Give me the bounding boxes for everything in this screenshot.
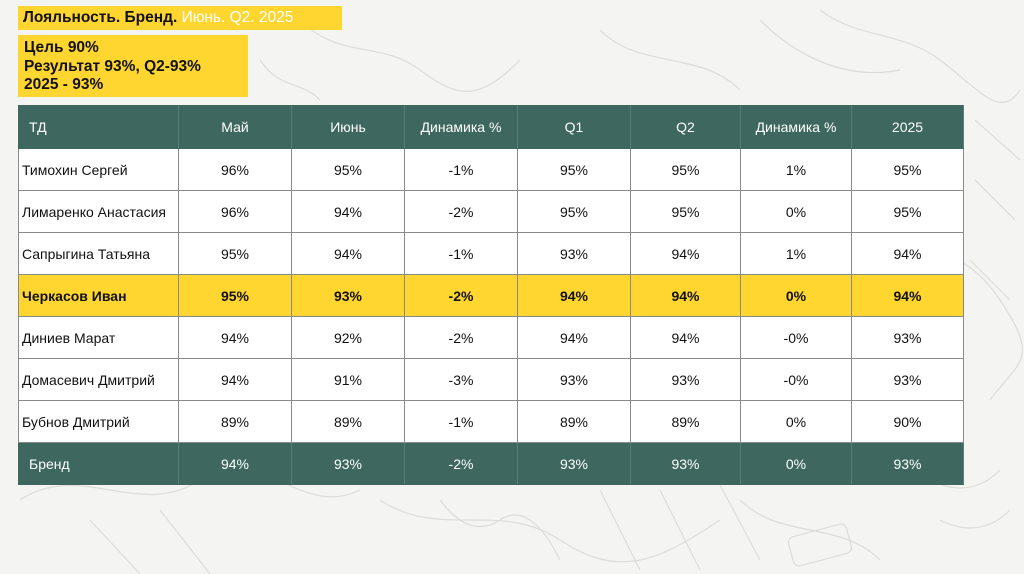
goal-summary-box: Цель 90% Результат 93%, Q2-93% 2025 - 93… [18, 35, 248, 97]
column-header: Динамика % [404, 105, 518, 149]
table-cell: 93% [517, 232, 631, 275]
table-cell: 1% [740, 232, 852, 275]
table-cell: 92% [291, 316, 405, 359]
table-total-row: Бренд 94% 93% -2% 93% 93% 0% 93% [18, 442, 964, 485]
table-cell: -2% [404, 316, 518, 359]
table-cell: -2% [404, 274, 518, 317]
column-header: Июнь [291, 105, 405, 149]
table-cell: -2% [404, 442, 518, 485]
table-cell: Лимаренко Анастасия [18, 190, 179, 233]
table-cell: 95% [517, 190, 631, 233]
table-cell: 0% [740, 400, 852, 443]
table-cell: 96% [178, 190, 292, 233]
table-cell: 89% [630, 400, 741, 443]
table-cell: 0% [740, 274, 852, 317]
table-cell: 95% [851, 190, 964, 233]
table-cell: 91% [291, 358, 405, 401]
table-cell: 95% [630, 148, 741, 191]
table-cell: 95% [851, 148, 964, 191]
table-cell: 95% [517, 148, 631, 191]
table-cell: 89% [517, 400, 631, 443]
column-header: Q2 [630, 105, 741, 149]
table-cell: Черкасов Иван [18, 274, 179, 317]
table-cell: 93% [630, 358, 741, 401]
table-cell: 95% [630, 190, 741, 233]
table-cell: 94% [517, 274, 631, 317]
goal-line: Цель 90% [24, 39, 99, 56]
table-row-highlighted: Черкасов Иван 95% 93% -2% 94% 94% 0% 94% [18, 274, 964, 317]
column-header: Май [178, 105, 292, 149]
table-cell: Диниев Марат [18, 316, 179, 359]
table-cell: 95% [178, 274, 292, 317]
table-cell: 94% [178, 442, 292, 485]
table-row: Тимохин Сергей 96% 95% -1% 95% 95% 1% 95… [18, 148, 964, 191]
table-cell: -3% [404, 358, 518, 401]
table-cell: 93% [851, 316, 964, 359]
year-line: 2025 - 93% [24, 76, 104, 93]
column-header: Q1 [517, 105, 631, 149]
result-line: Результат 93%, Q2-93% [24, 57, 201, 75]
table-cell: -1% [404, 148, 518, 191]
table-cell: 93% [291, 274, 405, 317]
table-cell: Домасевич Дмитрий [18, 358, 179, 401]
table-cell: -1% [404, 232, 518, 275]
table-cell: 94% [178, 316, 292, 359]
table-cell: Тимохин Сергей [18, 148, 179, 191]
table-cell: 94% [517, 316, 631, 359]
table-cell: 93% [851, 442, 964, 485]
table-cell: Бренд [18, 442, 179, 485]
table-row: Сапрыгина Татьяна 95% 94% -1% 93% 94% 1%… [18, 232, 964, 275]
column-header: 2025 [851, 105, 964, 149]
table-cell: 96% [178, 148, 292, 191]
table-cell: 95% [291, 148, 405, 191]
loyalty-table: ТД Май Июнь Динамика % Q1 Q2 Динамика % … [18, 105, 964, 485]
title-main: Лояльность. Бренд. [23, 9, 178, 26]
table-cell: 89% [291, 400, 405, 443]
table-cell: 93% [851, 358, 964, 401]
table-cell: 1% [740, 148, 852, 191]
table-cell: 93% [291, 442, 405, 485]
title-period: Июнь. Q2. 2025 [181, 9, 294, 26]
slide-title: Лояльность. Бренд. Июнь. Q2. 2025 [18, 6, 342, 30]
table-cell: 94% [630, 274, 741, 317]
table-cell: Бубнов Дмитрий [18, 400, 179, 443]
table-cell: Сапрыгина Татьяна [18, 232, 179, 275]
table-cell: 94% [630, 232, 741, 275]
table-row: Домасевич Дмитрий 94% 91% -3% 93% 93% -0… [18, 358, 964, 401]
table-cell: 93% [517, 442, 631, 485]
table-cell: 95% [178, 232, 292, 275]
table-cell: 94% [851, 274, 964, 317]
table-header-row: ТД Май Июнь Динамика % Q1 Q2 Динамика % … [18, 105, 964, 149]
table-row: Лимаренко Анастасия 96% 94% -2% 95% 95% … [18, 190, 964, 233]
table-cell: -1% [404, 400, 518, 443]
column-header: Динамика % [740, 105, 852, 149]
table-cell: 94% [630, 316, 741, 359]
table-cell: 94% [851, 232, 964, 275]
table-cell: 0% [740, 190, 852, 233]
table-cell: 93% [517, 358, 631, 401]
table-cell: 94% [291, 232, 405, 275]
table-cell: 93% [630, 442, 741, 485]
table-cell: 94% [291, 190, 405, 233]
table-cell: 0% [740, 442, 852, 485]
table-row: Диниев Марат 94% 92% -2% 94% 94% -0% 93% [18, 316, 964, 359]
table-cell: -0% [740, 316, 852, 359]
table-cell: -2% [404, 190, 518, 233]
table-cell: 90% [851, 400, 964, 443]
column-header: ТД [18, 105, 179, 149]
table-cell: 89% [178, 400, 292, 443]
table-cell: -0% [740, 358, 852, 401]
table-cell: 94% [178, 358, 292, 401]
table-row: Бубнов Дмитрий 89% 89% -1% 89% 89% 0% 90… [18, 400, 964, 443]
